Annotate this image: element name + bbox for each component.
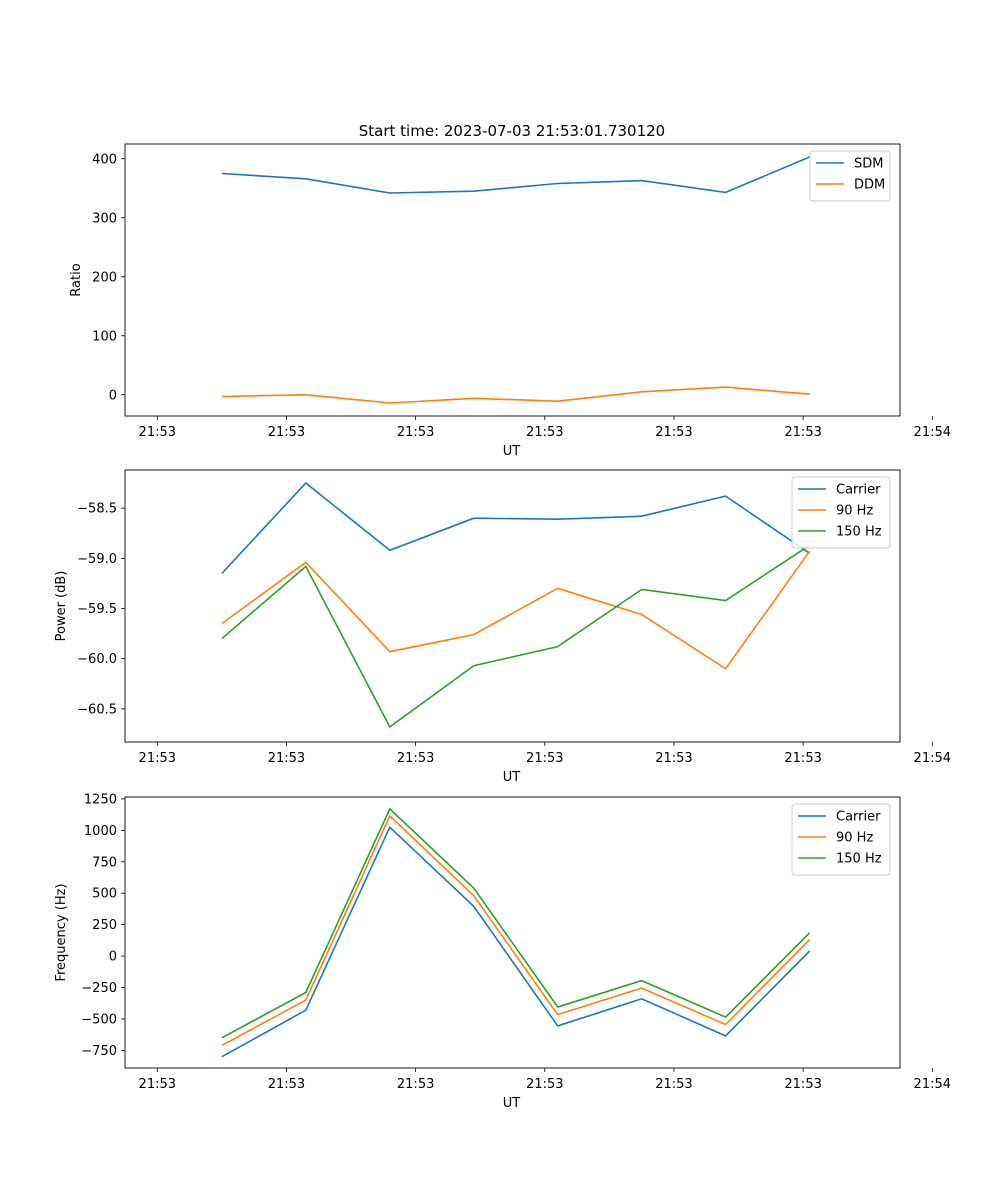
y-tick-label: −58.5 <box>77 502 117 517</box>
y-tick-label: 400 <box>92 152 117 167</box>
legend: Carrier 90 Hz 150 Hz <box>791 476 891 549</box>
x-tick-label: 21:54 <box>914 425 951 440</box>
axes-frame <box>124 796 901 1069</box>
axes-frame <box>124 143 901 417</box>
series-line-ddm <box>221 386 810 404</box>
x-tick-label: 21:53 <box>526 751 563 766</box>
legend-label: 150 Hz <box>836 852 882 867</box>
x-tick-label: 21:53 <box>139 751 176 766</box>
axes-frame <box>124 469 901 743</box>
x-tick-label: 21:53 <box>397 751 434 766</box>
y-tick-label: 250 <box>92 918 117 933</box>
legend-label: 90 Hz <box>836 831 873 846</box>
y-tick-label: 0 <box>109 388 117 403</box>
x-axis-label: UT <box>503 770 521 785</box>
y-axis-label: Power (dB) <box>54 571 69 642</box>
y-tick-label: 1250 <box>84 792 117 807</box>
figure-title: Start time: 2023-07-03 21:53:01.730120 <box>359 122 665 140</box>
x-tick-label: 21:53 <box>139 1077 176 1092</box>
y-tick-label: 1000 <box>84 824 117 839</box>
series-line-90-hz <box>221 550 811 670</box>
legend-label: 90 Hz <box>836 504 873 519</box>
chart-panel-3: 21:53 21:53 21:53 21:53 21:53 21:53 21:54 −750 −… <box>54 792 951 1111</box>
x-tick-label: 21:53 <box>397 1077 434 1092</box>
y-axis-label: Ratio <box>69 263 84 296</box>
series-line-sdm <box>221 156 810 194</box>
y-tick-label: 200 <box>92 270 117 285</box>
series-line-carrier <box>221 825 811 1058</box>
legend: SDM DDM <box>809 150 891 202</box>
series-line-carrier <box>221 481 811 574</box>
legend: Carrier 90 Hz 150 Hz <box>791 803 891 876</box>
y-tick-label: −59.0 <box>77 552 117 567</box>
series-line-150-hz <box>221 544 811 729</box>
y-tick-label: 100 <box>92 329 117 344</box>
x-tick-label: 21:53 <box>526 425 563 440</box>
legend-label: 150 Hz <box>836 525 882 540</box>
x-tick-label: 21:53 <box>268 425 305 440</box>
y-tick-label: 500 <box>92 887 117 902</box>
panels: 21:53 21:53 21:53 21:53 21:53 21:53 21:54 0 100 2… <box>54 143 951 1111</box>
series-line-150-hz <box>221 807 811 1039</box>
x-tick-label: 21:53 <box>268 751 305 766</box>
x-tick-label: 21:53 <box>526 1077 563 1092</box>
legend-label: DDM <box>854 178 885 193</box>
y-tick-label: 0 <box>109 950 117 965</box>
x-tick-label: 21:54 <box>914 1077 951 1092</box>
x-tick-label: 21:53 <box>655 425 692 440</box>
x-tick-label: 21:53 <box>139 425 176 440</box>
series-line-90-hz <box>221 814 811 1047</box>
y-tick-label: 750 <box>92 855 117 870</box>
x-tick-label: 21:53 <box>397 425 434 440</box>
x-axis-label: UT <box>503 444 521 459</box>
chart-panel-2: 21:53 21:53 21:53 21:53 21:53 21:53 21:54 −60.5… <box>54 469 951 785</box>
y-tick-label: −60.0 <box>77 652 117 667</box>
x-tick-label: 21:53 <box>784 425 821 440</box>
y-tick-label: 300 <box>92 211 117 226</box>
x-tick-label: 21:53 <box>268 1077 305 1092</box>
x-tick-label: 21:53 <box>655 751 692 766</box>
x-tick-label: 21:53 <box>784 1077 821 1092</box>
y-axis-label: Frequency (Hz) <box>54 883 69 981</box>
x-tick-label: 21:53 <box>655 1077 692 1092</box>
legend-label: SDM <box>854 157 883 172</box>
y-tick-label: −750 <box>81 1044 117 1059</box>
y-tick-label: −60.5 <box>77 702 117 717</box>
x-axis-label: UT <box>503 1096 521 1111</box>
legend-label: Carrier <box>836 483 881 498</box>
y-tick-label: −250 <box>81 981 117 996</box>
x-tick-label: 21:54 <box>914 751 951 766</box>
legend-label: Carrier <box>836 810 881 825</box>
y-tick-label: −59.5 <box>77 602 117 617</box>
chart-panel-1: 21:53 21:53 21:53 21:53 21:53 21:53 21:54 0 100 2… <box>69 143 951 459</box>
x-tick-label: 21:53 <box>784 751 821 766</box>
y-tick-label: −500 <box>81 1012 117 1027</box>
